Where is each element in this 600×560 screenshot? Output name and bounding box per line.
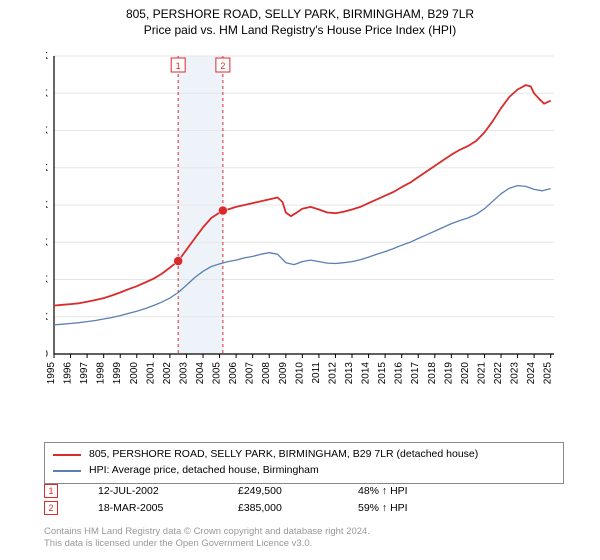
x-tick-label: 2000 bbox=[129, 362, 140, 385]
x-tick-label: 2002 bbox=[162, 362, 173, 385]
x-tick-label: 1995 bbox=[46, 362, 57, 385]
marker-row: 2 18-MAR-2005 £385,000 59% ↑ HPI bbox=[44, 501, 458, 515]
marker-row-pct: 59% ↑ HPI bbox=[358, 502, 458, 514]
series-line bbox=[54, 85, 551, 306]
x-tick-label: 2005 bbox=[212, 362, 223, 385]
marker-row-date: 12-JUL-2002 bbox=[98, 485, 198, 497]
marker-point bbox=[218, 206, 227, 215]
x-tick-label: 2001 bbox=[145, 362, 156, 385]
x-tick-label: 2014 bbox=[361, 362, 372, 385]
title-line-1: 805, PERSHORE ROAD, SELLY PARK, BIRMINGH… bbox=[0, 6, 600, 22]
x-tick-label: 2004 bbox=[195, 362, 206, 385]
x-tick-label: 2012 bbox=[327, 362, 338, 385]
marker-row-price: £249,500 bbox=[238, 485, 318, 497]
legend: 805, PERSHORE ROAD, SELLY PARK, BIRMINGH… bbox=[44, 442, 564, 484]
marker-point bbox=[174, 257, 183, 266]
x-tick-label: 2021 bbox=[476, 362, 487, 385]
y-tick-label: £700K bbox=[46, 88, 48, 99]
legend-swatch bbox=[53, 470, 81, 472]
legend-label: 805, PERSHORE ROAD, SELLY PARK, BIRMINGH… bbox=[89, 447, 478, 463]
x-tick-label: 1999 bbox=[112, 362, 123, 385]
x-tick-label: 2003 bbox=[178, 362, 189, 385]
x-tick-label: 2008 bbox=[261, 362, 272, 385]
x-tick-label: 2017 bbox=[410, 362, 421, 385]
marker-row-number: 1 bbox=[44, 484, 58, 498]
marker-row-date: 18-MAR-2005 bbox=[98, 502, 198, 514]
x-tick-label: 2018 bbox=[427, 362, 438, 385]
y-tick-label: £200K bbox=[46, 275, 48, 286]
chart-area: £0 £100K £200K £300K £400K £500K £600K £700K £80… bbox=[46, 48, 586, 398]
x-tick-label: 2020 bbox=[460, 362, 471, 385]
x-tick-label: 2009 bbox=[278, 362, 289, 385]
legend-item: HPI: Average price, detached house, Birm… bbox=[53, 463, 555, 479]
x-tick-label: 1997 bbox=[79, 362, 90, 385]
x-tick-label: 1998 bbox=[96, 362, 107, 385]
x-tick-label: 2007 bbox=[245, 362, 256, 385]
x-tick-label: 2011 bbox=[311, 362, 322, 384]
marker-row: 1 12-JUL-2002 £249,500 48% ↑ HPI bbox=[44, 484, 458, 498]
x-tick-label: 2024 bbox=[526, 362, 537, 385]
x-tick-label: 2022 bbox=[493, 362, 504, 385]
x-tick-label: 2010 bbox=[294, 362, 305, 385]
legend-item: 805, PERSHORE ROAD, SELLY PARK, BIRMINGH… bbox=[53, 447, 555, 463]
footer-line-1: Contains HM Land Registry data © Crown c… bbox=[44, 526, 370, 538]
title-line-2: Price paid vs. HM Land Registry's House … bbox=[0, 22, 600, 38]
series-line bbox=[54, 186, 551, 325]
y-tick-label: £400K bbox=[46, 200, 48, 211]
legend-swatch bbox=[53, 454, 81, 456]
x-tick-label: 2006 bbox=[228, 362, 239, 385]
marker-number: 2 bbox=[220, 61, 225, 71]
footer-attribution: Contains HM Land Registry data © Crown c… bbox=[44, 526, 370, 551]
marker-row-pct: 48% ↑ HPI bbox=[358, 485, 458, 497]
marker-table: 1 12-JUL-2002 £249,500 48% ↑ HPI 2 18-MAR-200… bbox=[44, 484, 458, 518]
y-tick-label: £100K bbox=[46, 312, 48, 323]
x-tick-label: 2023 bbox=[510, 362, 521, 385]
y-tick-label: £500K bbox=[46, 163, 48, 174]
chart-title: 805, PERSHORE ROAD, SELLY PARK, BIRMINGH… bbox=[0, 0, 600, 38]
marker-row-price: £385,000 bbox=[238, 502, 318, 514]
x-tick-label: 2016 bbox=[394, 362, 405, 385]
marker-number: 1 bbox=[176, 61, 181, 71]
x-tick-label: 1996 bbox=[63, 362, 74, 385]
marker-row-number: 2 bbox=[44, 501, 58, 515]
x-tick-label: 2025 bbox=[543, 362, 554, 385]
x-tick-label: 2013 bbox=[344, 362, 355, 385]
x-tick-label: 2015 bbox=[377, 362, 388, 385]
legend-label: HPI: Average price, detached house, Birm… bbox=[89, 463, 319, 479]
y-tick-label: £0 bbox=[46, 349, 48, 360]
y-tick-label: £600K bbox=[46, 126, 48, 137]
y-tick-label: £300K bbox=[46, 237, 48, 248]
y-tick-label: £800K bbox=[46, 51, 48, 62]
x-tick-label: 2019 bbox=[443, 362, 454, 385]
footer-line-2: This data is licensed under the Open Gov… bbox=[44, 538, 370, 550]
